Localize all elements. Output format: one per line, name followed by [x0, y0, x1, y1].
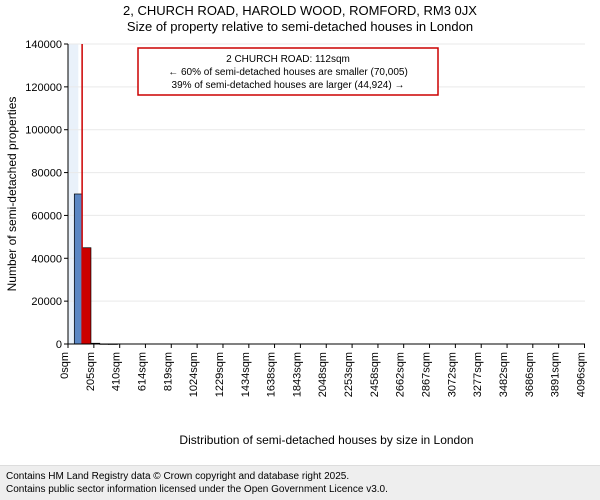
footer-line-1: Contains HM Land Registry data © Crown c… — [6, 470, 594, 483]
x-tick-label: 0sqm — [59, 352, 71, 379]
x-tick-label: 614sqm — [136, 352, 148, 391]
x-tick-label: 3482sqm — [498, 352, 510, 397]
y-tick-label: 80000 — [31, 168, 62, 180]
y-axis-label: Number of semi-detached properties — [5, 97, 19, 292]
x-tick-label: 205sqm — [85, 352, 97, 391]
x-axis-label: Distribution of semi-detached houses by … — [179, 433, 473, 447]
footer: Contains HM Land Registry data © Crown c… — [0, 465, 600, 500]
histogram-bar — [74, 194, 82, 344]
x-tick-label: 1638sqm — [266, 352, 278, 397]
title-line-2: Size of property relative to semi-detach… — [127, 19, 473, 34]
x-tick-label: 1229sqm — [214, 352, 226, 397]
x-tick-label: 3891sqm — [550, 352, 562, 397]
y-tick-label: 40000 — [31, 253, 62, 265]
x-tick-label: 4096sqm — [575, 352, 587, 397]
title-line-1: 2, CHURCH ROAD, HAROLD WOOD, ROMFORD, RM… — [123, 3, 477, 18]
x-tick-label: 1024sqm — [188, 352, 200, 397]
y-tick-label: 0 — [56, 339, 62, 351]
x-tick-label: 2662sqm — [395, 352, 407, 397]
x-tick-label: 819sqm — [162, 352, 174, 391]
callout-line-3: 39% of semi-detached houses are larger (… — [172, 80, 405, 91]
x-tick-label: 2458sqm — [369, 352, 381, 397]
x-tick-label: 1843sqm — [291, 352, 303, 397]
callout-line-2: ← 60% of semi-detached houses are smalle… — [168, 67, 408, 78]
y-tick-label: 60000 — [31, 210, 62, 222]
y-tick-label: 100000 — [25, 125, 62, 137]
x-tick-label: 1434sqm — [240, 352, 252, 397]
callout-line-1: 2 CHURCH ROAD: 112sqm — [226, 54, 350, 65]
y-tick-label: 120000 — [25, 82, 62, 94]
chart-container: 2, CHURCH ROAD, HAROLD WOOD, ROMFORD, RM… — [0, 0, 600, 500]
x-tick-label: 3277sqm — [472, 352, 484, 397]
x-tick-label: 2867sqm — [421, 352, 433, 397]
footer-line-2: Contains public sector information licen… — [6, 483, 594, 496]
histogram-svg: 2, CHURCH ROAD, HAROLD WOOD, ROMFORD, RM… — [0, 0, 600, 466]
x-tick-label: 3072sqm — [446, 352, 458, 397]
y-tick-label: 20000 — [31, 296, 62, 308]
x-tick-label: 2253sqm — [343, 352, 355, 397]
y-tick-label: 140000 — [25, 39, 62, 51]
x-tick-label: 3686sqm — [524, 352, 536, 397]
x-tick-label: 2048sqm — [317, 352, 329, 397]
histogram-bar — [82, 248, 91, 344]
x-tick-label: 410sqm — [111, 352, 123, 391]
